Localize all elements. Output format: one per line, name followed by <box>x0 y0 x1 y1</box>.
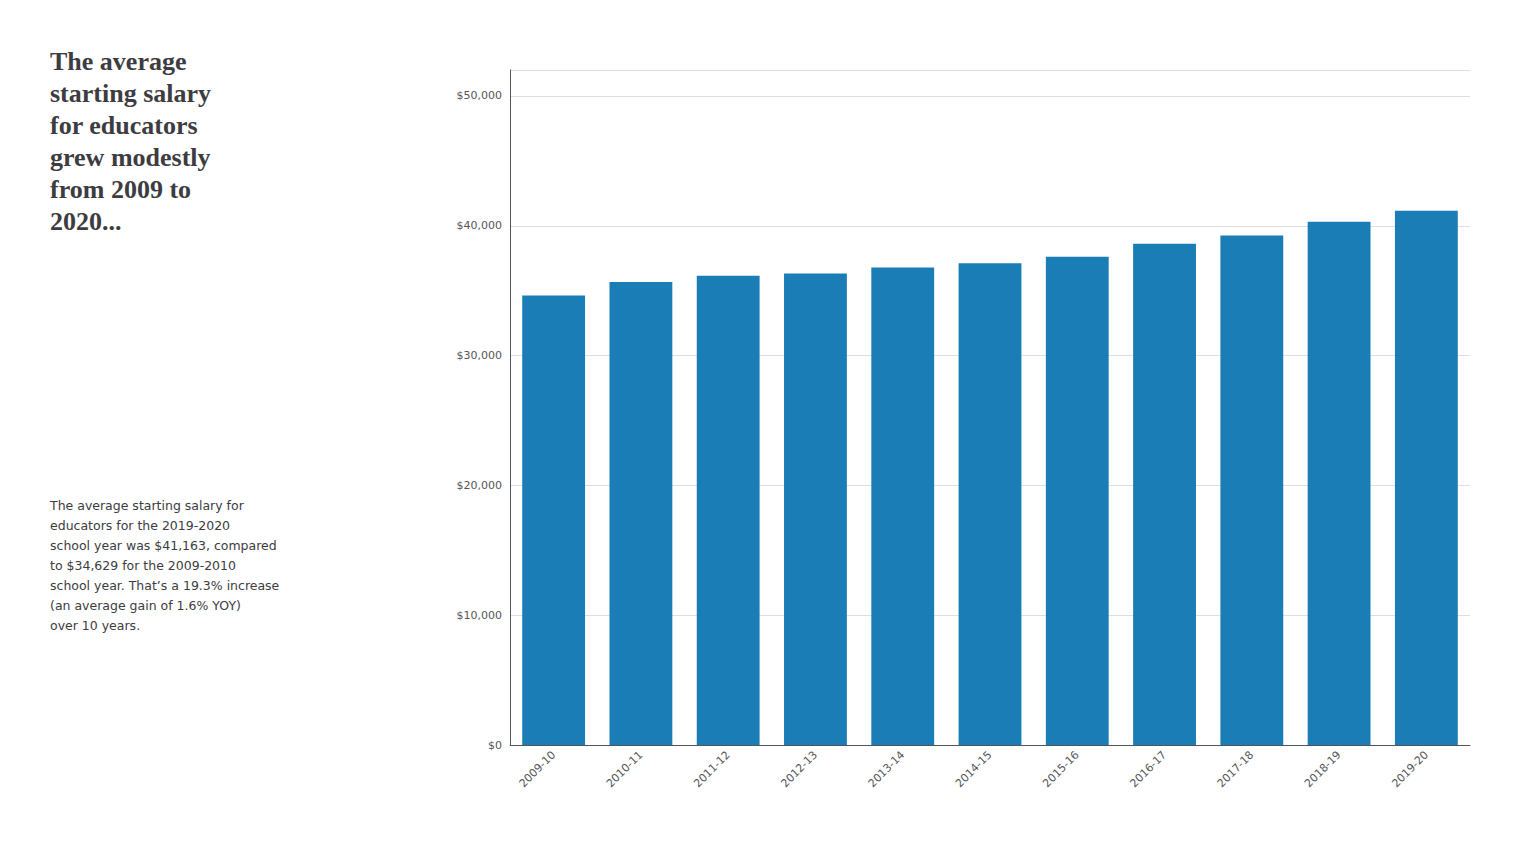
svg-text:2015-16: 2015-16 <box>1040 748 1082 790</box>
svg-text:2019-20: 2019-20 <box>1389 748 1431 790</box>
svg-text:$40,000: $40,000 <box>457 219 503 232</box>
svg-text:(an average gain of 1.6% YOY): (an average gain of 1.6% YOY) <box>50 598 241 613</box>
svg-text:for educators: for educators <box>50 111 198 140</box>
svg-text:2020...: 2020... <box>50 207 122 236</box>
svg-text:to $34,629 for the 2009-2010: to $34,629 for the 2009-2010 <box>50 558 236 573</box>
svg-text:The average: The average <box>50 47 186 76</box>
svg-text:2016-17: 2016-17 <box>1127 748 1169 790</box>
svg-text:2013-14: 2013-14 <box>866 748 908 790</box>
svg-text:from 2009 to: from 2009 to <box>50 175 191 204</box>
svg-text:2010-11: 2010-11 <box>604 748 646 790</box>
svg-text:educators for the 2019-2020: educators for the 2019-2020 <box>50 518 230 533</box>
svg-text:$10,000: $10,000 <box>457 609 503 622</box>
svg-text:grew modestly: grew modestly <box>50 143 211 172</box>
svg-text:2018-19: 2018-19 <box>1302 748 1344 790</box>
svg-text:2009-10: 2009-10 <box>517 748 559 790</box>
svg-text:2012-13: 2012-13 <box>778 748 820 790</box>
svg-text:$50,000: $50,000 <box>457 89 503 102</box>
svg-text:over 10 years.: over 10 years. <box>50 618 140 633</box>
svg-text:school year. That’s a 19.3% in: school year. That’s a 19.3% increase <box>50 578 280 593</box>
svg-text:$30,000: $30,000 <box>457 349 503 362</box>
svg-text:starting salary: starting salary <box>50 79 211 108</box>
svg-text:$20,000: $20,000 <box>457 479 503 492</box>
svg-text:2017-18: 2017-18 <box>1215 748 1257 790</box>
svg-text:$0: $0 <box>488 739 502 752</box>
svg-text:2014-15: 2014-15 <box>953 748 995 790</box>
svg-text:2011-12: 2011-12 <box>691 748 733 790</box>
svg-text:school year was $41,163, compa: school year was $41,163, compared <box>50 538 277 553</box>
svg-text:The average starting salary fo: The average starting salary for <box>49 498 245 513</box>
